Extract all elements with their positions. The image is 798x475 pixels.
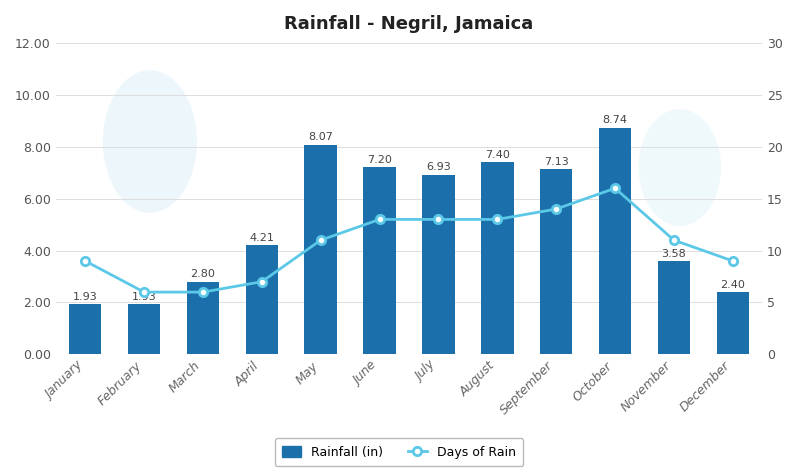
Bar — [128, 304, 160, 354]
Text: 7.40: 7.40 — [485, 150, 510, 160]
Text: 1.93: 1.93 — [73, 292, 97, 302]
Bar — [246, 245, 278, 354]
Ellipse shape — [103, 70, 197, 213]
Bar — [305, 145, 337, 354]
Bar — [422, 174, 455, 354]
Bar — [658, 261, 690, 354]
Text: 2.80: 2.80 — [191, 269, 215, 279]
Text: 8.07: 8.07 — [308, 133, 333, 142]
Legend: Rainfall (in), Days of Rain: Rainfall (in), Days of Rain — [275, 438, 523, 466]
Text: 3.58: 3.58 — [662, 249, 686, 259]
Text: 7.13: 7.13 — [543, 157, 568, 167]
Bar — [363, 168, 396, 354]
Text: 8.74: 8.74 — [602, 115, 627, 125]
Bar — [187, 282, 219, 354]
Bar — [717, 292, 749, 354]
Text: 7.20: 7.20 — [367, 155, 392, 165]
Text: 4.21: 4.21 — [249, 233, 275, 243]
Bar — [481, 162, 513, 354]
Text: 2.40: 2.40 — [721, 279, 745, 289]
Title: Rainfall - Negril, Jamaica: Rainfall - Negril, Jamaica — [284, 15, 534, 33]
Bar — [540, 169, 572, 354]
Bar — [69, 304, 101, 354]
Bar — [598, 127, 631, 354]
Ellipse shape — [638, 109, 721, 226]
Text: 1.93: 1.93 — [132, 292, 156, 302]
Text: 6.93: 6.93 — [426, 162, 451, 172]
